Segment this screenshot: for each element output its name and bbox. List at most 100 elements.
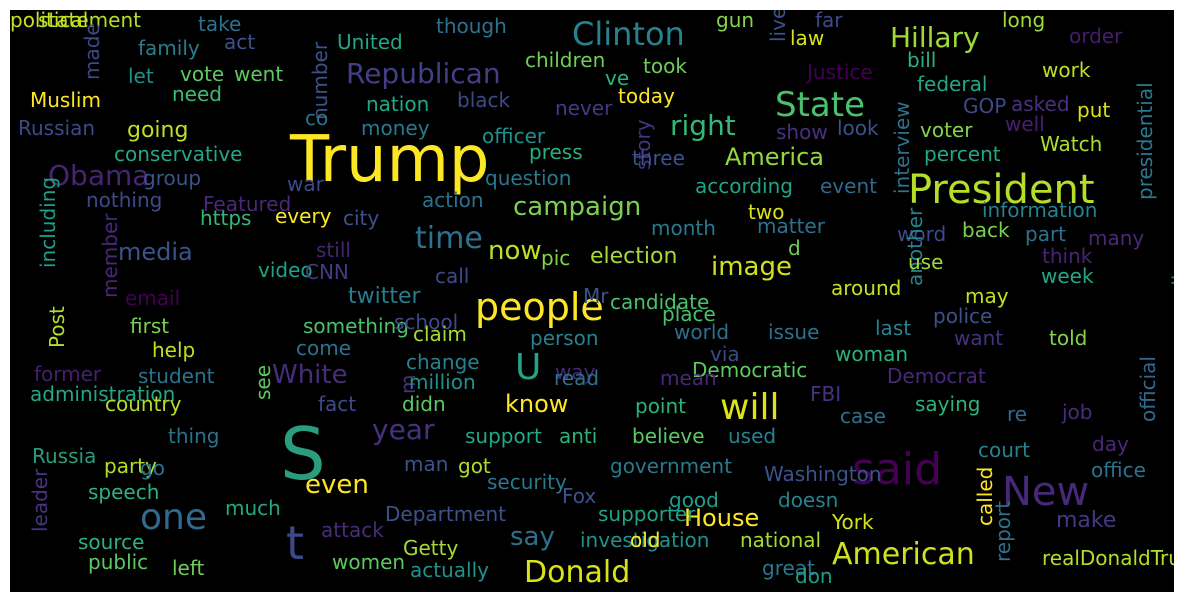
- word-american: American: [832, 537, 975, 572]
- word-election: election: [590, 244, 678, 269]
- word-though: though: [436, 14, 507, 38]
- word-help: help: [152, 338, 196, 362]
- word-trump: Trump: [290, 123, 490, 197]
- word-co: co: [305, 106, 329, 130]
- word-mr: Mr: [583, 284, 609, 308]
- word-https: https: [200, 206, 252, 230]
- word-say: say: [510, 522, 555, 552]
- word-never: never: [555, 96, 613, 120]
- word-gop: GOP: [963, 94, 1007, 118]
- word-police: police: [933, 304, 993, 328]
- word-state: State: [775, 85, 865, 125]
- word-got: got: [458, 454, 491, 478]
- word-presidential: presidential: [1133, 82, 1157, 200]
- word-know: know: [505, 390, 569, 418]
- word-every: every: [275, 204, 332, 228]
- word-last: last: [875, 316, 912, 340]
- word-obama: Obama: [48, 159, 150, 192]
- word-now: now: [488, 236, 542, 266]
- word-s: S: [280, 412, 326, 496]
- word-york: York: [832, 510, 874, 534]
- word-featured: Featured: [203, 192, 292, 216]
- word-government: government: [610, 454, 732, 478]
- word-fox: Fox: [562, 484, 597, 508]
- word-press: press: [529, 140, 583, 164]
- word-don: don: [795, 564, 833, 588]
- word-one: one: [140, 497, 207, 538]
- word-statement: statement: [38, 10, 141, 32]
- word-order: order: [1069, 24, 1123, 48]
- word-let: let: [128, 64, 154, 88]
- word-media: media: [118, 238, 193, 266]
- word-used: used: [728, 424, 777, 448]
- word-week: week: [1041, 264, 1094, 288]
- word-gun: gun: [716, 10, 755, 32]
- word-united: United: [337, 30, 403, 54]
- word-year: year: [372, 413, 435, 446]
- word-t: t: [286, 516, 305, 570]
- word-including: including: [36, 176, 60, 268]
- word-watch: Watch: [1040, 132, 1103, 156]
- word-million: million: [409, 370, 476, 394]
- word-democratic: Democratic: [692, 358, 808, 382]
- word-work: work: [1042, 58, 1091, 82]
- word-according: according: [695, 174, 793, 198]
- word-post: Post: [45, 306, 69, 348]
- word-took: took: [643, 54, 687, 78]
- word-live: live: [766, 10, 790, 42]
- word-house: House: [684, 504, 760, 532]
- word-make: make: [1056, 508, 1117, 533]
- word-long: long: [1002, 10, 1046, 32]
- word-muslim: Muslim: [30, 88, 101, 112]
- word-new: New: [1002, 469, 1090, 515]
- word-matter: matter: [757, 214, 825, 238]
- word-realdonaldtrump: realDonaldTrump: [1042, 546, 1174, 570]
- word-video: video: [258, 258, 313, 282]
- word-claim: claim: [413, 322, 467, 346]
- word-thing: thing: [168, 424, 220, 448]
- word-place: place: [662, 302, 716, 326]
- word-nation: nation: [366, 92, 430, 116]
- word-went: went: [234, 62, 284, 86]
- word-washington: Washington: [764, 462, 882, 486]
- word-pic: pic: [541, 246, 571, 270]
- word-report: report: [991, 500, 1015, 562]
- word-part: part: [1025, 222, 1067, 246]
- word-women: women: [332, 550, 406, 574]
- word-saying: saying: [915, 392, 981, 416]
- word-federal: federal: [917, 72, 988, 96]
- word-u: U: [515, 347, 542, 388]
- word-attack: attack: [321, 518, 384, 542]
- word-investigation: investigation: [580, 528, 710, 552]
- word-said: said: [852, 444, 943, 495]
- word-office: office: [1091, 458, 1146, 482]
- word-family: family: [138, 36, 200, 60]
- word-national: national: [740, 528, 822, 552]
- word-point: point: [635, 394, 687, 418]
- word-getty: Getty: [403, 536, 459, 560]
- word-ve: ve: [605, 66, 630, 90]
- word-go: go: [140, 456, 165, 480]
- word-something: something: [303, 314, 409, 338]
- word-fbi: FBI: [810, 382, 842, 406]
- word-people: people: [475, 285, 604, 329]
- word-speech: speech: [88, 480, 160, 504]
- word-call: call: [435, 264, 470, 288]
- word-america: America: [725, 143, 824, 171]
- word-mean: mean: [660, 366, 717, 390]
- word-interview: interview: [890, 101, 914, 194]
- word-day: day: [1092, 432, 1129, 456]
- word-old: old: [630, 528, 661, 552]
- word-supporter: supporter: [598, 502, 696, 526]
- word-man: man: [404, 452, 449, 476]
- word-democrat: Democrat: [887, 364, 986, 388]
- word-official: official: [1136, 356, 1160, 422]
- word-still: still: [316, 238, 351, 262]
- word-way: way: [555, 360, 596, 384]
- word-believe: believe: [632, 424, 705, 448]
- word-russian: Russian: [18, 116, 96, 140]
- word-money: money: [361, 116, 430, 140]
- word-actually: actually: [410, 558, 489, 582]
- word-month: month: [651, 216, 716, 240]
- word-cnn: CNN: [305, 260, 349, 284]
